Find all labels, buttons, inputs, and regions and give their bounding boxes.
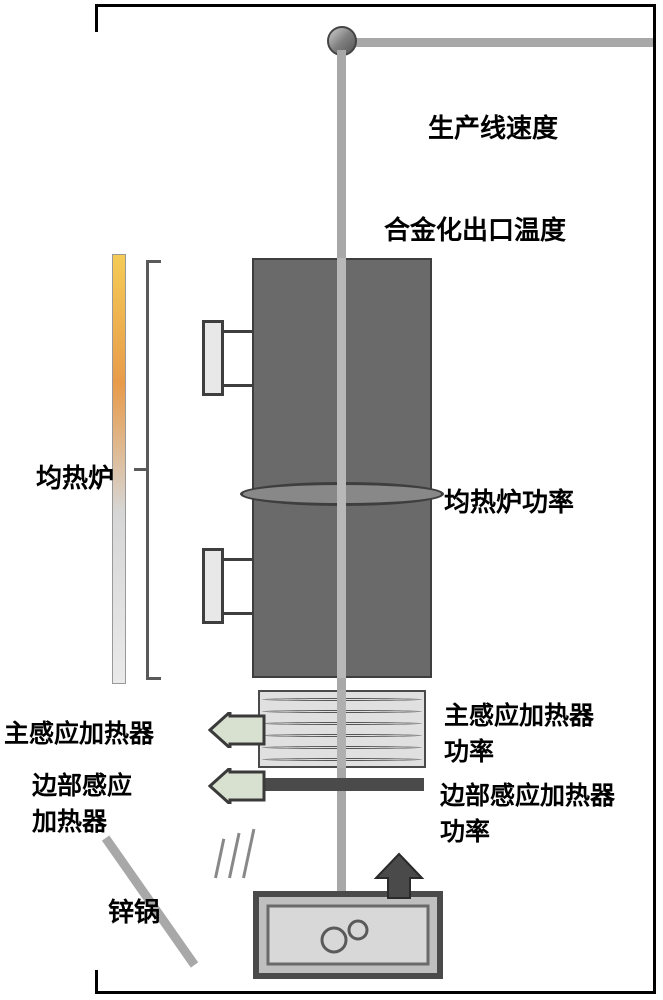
main-heater-arrow [208, 712, 266, 748]
label-edge-heater-power: 边部感应加热器 功率 [440, 776, 615, 848]
temp-gradient-bar [112, 254, 126, 684]
soak-furnace-bracket-mid [134, 468, 146, 471]
soak-heater-lower [202, 548, 224, 624]
label-zinc-pot: 锌锅 [108, 892, 160, 929]
label-line-speed: 生产线速度 [428, 108, 558, 145]
label-edge-heater: 边部感应 加热器 [32, 766, 132, 838]
soak-furnace-bracket [146, 260, 149, 680]
soak-heater-upper [202, 320, 224, 396]
strip-in-furnace [337, 258, 346, 678]
label-alloy-exit-temp: 合金化出口温度 [384, 210, 566, 247]
soak-heater-lower-wire1 [224, 558, 252, 561]
label-main-heater: 主感应加热器 [4, 714, 154, 750]
label-main-heater-power: 主感应加热器 功率 [444, 696, 594, 768]
strip-in-coil [337, 690, 346, 768]
strip-horizontal [345, 38, 653, 47]
diagram-frame-left [95, 4, 98, 32]
soak-heater-lower-wire2 [224, 612, 252, 615]
label-soak-furnace: 均热炉 [36, 458, 114, 495]
edge-heater-bar [260, 778, 424, 791]
diagram-frame-left2 [95, 970, 98, 994]
soak-heater-upper-wire2 [224, 384, 252, 387]
pot-up-arrow [372, 852, 426, 902]
soak-heater-upper-wire1 [224, 330, 252, 333]
label-soak-power: 均热炉功率 [444, 482, 574, 519]
edge-heater-arrow [208, 768, 266, 804]
